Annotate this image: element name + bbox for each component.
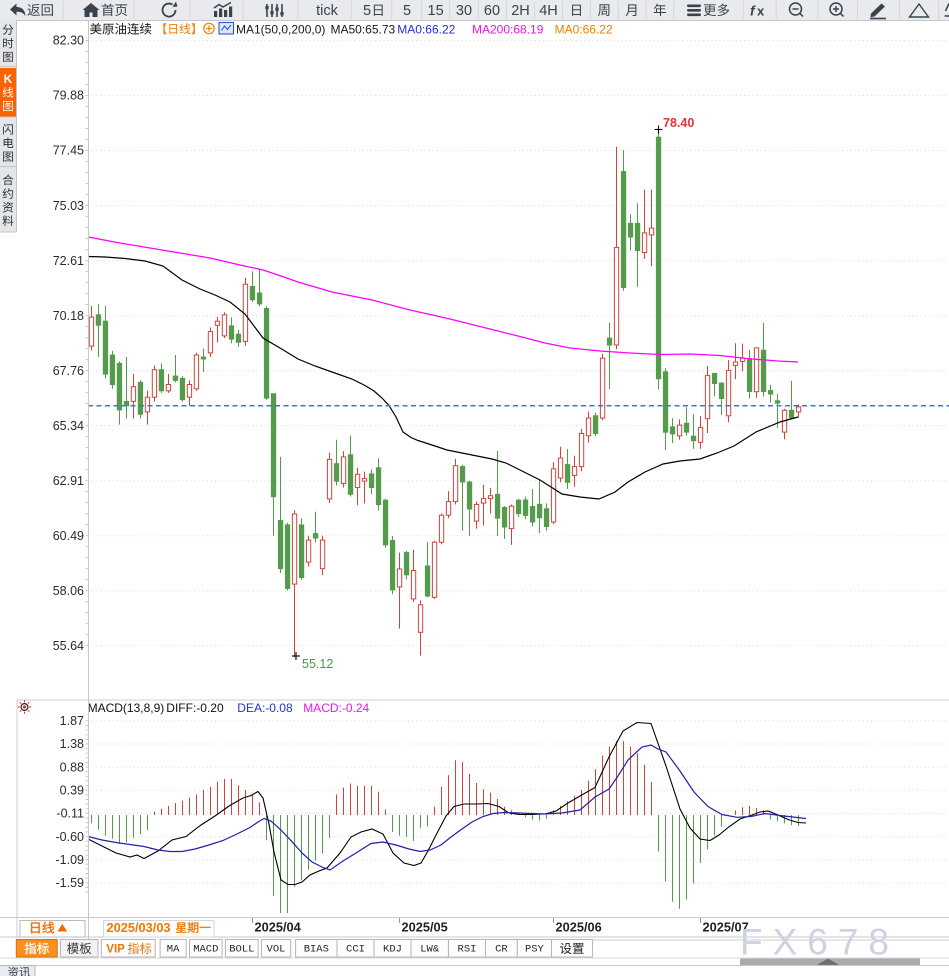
svg-text:CCI: CCI (346, 944, 365, 956)
svg-text:BIAS: BIAS (304, 944, 329, 956)
svg-text:CR: CR (495, 944, 508, 956)
svg-text:2H: 2H (511, 3, 530, 19)
svg-text:-0.60: -0.60 (56, 830, 85, 844)
svg-text:VIP: VIP (106, 944, 125, 956)
svg-text:15: 15 (428, 3, 444, 19)
svg-text:MA: MA (167, 944, 180, 956)
svg-text:MACD:-0.24: MACD:-0.24 (303, 701, 369, 715)
svg-text:MA200:68.19: MA200:68.19 (472, 23, 544, 37)
svg-text:79.88: 79.88 (53, 89, 84, 103)
svg-text:MACD: MACD (193, 944, 218, 956)
svg-text:MA0:66.22: MA0:66.22 (397, 23, 455, 37)
svg-text:55.12: 55.12 (302, 657, 333, 671)
svg-text:PSY: PSY (525, 944, 545, 956)
svg-text:2025/03/03: 2025/03/03 (107, 920, 171, 935)
svg-text:-1.59: -1.59 (56, 876, 85, 890)
svg-text:4H: 4H (539, 3, 558, 19)
svg-text:BOLL: BOLL (229, 944, 254, 956)
svg-text:78.40: 78.40 (663, 116, 694, 130)
svg-text:K: K (4, 72, 13, 86)
svg-text:5: 5 (363, 3, 371, 19)
svg-text:DEA:-0.08: DEA:-0.08 (237, 701, 293, 715)
svg-text:RSI: RSI (458, 944, 477, 956)
svg-text:2025/04: 2025/04 (255, 920, 302, 935)
svg-text:77.45: 77.45 (53, 144, 84, 158)
svg-text:MA0:66.22: MA0:66.22 (555, 23, 613, 37)
svg-text:1.87: 1.87 (60, 714, 84, 728)
svg-text:tick: tick (316, 3, 339, 19)
svg-text:VOL: VOL (267, 944, 286, 956)
svg-text:2025/05: 2025/05 (402, 920, 448, 935)
svg-text:62.91: 62.91 (53, 474, 84, 488)
svg-text:75.03: 75.03 (53, 199, 84, 213)
svg-text:KDJ: KDJ (383, 944, 402, 956)
svg-text:2025/06: 2025/06 (556, 920, 602, 935)
svg-text:MA1(50,0,200,0): MA1(50,0,200,0) (236, 23, 325, 37)
svg-text:MA50:65.73: MA50:65.73 (331, 23, 396, 37)
svg-text:LW&: LW& (420, 944, 440, 956)
svg-text:55.64: 55.64 (53, 639, 84, 653)
svg-text:65.34: 65.34 (53, 419, 84, 433)
svg-text:60.49: 60.49 (53, 529, 84, 543)
svg-text:0.88: 0.88 (60, 760, 84, 774)
svg-text:1.38: 1.38 (60, 737, 84, 751)
svg-text:72.61: 72.61 (53, 254, 84, 268)
svg-text:30: 30 (456, 3, 472, 19)
svg-text:70.18: 70.18 (53, 309, 84, 323)
svg-text:5: 5 (403, 3, 411, 19)
svg-text:MACD(13,8,9): MACD(13,8,9) (88, 701, 165, 715)
svg-text:-1.09: -1.09 (56, 853, 85, 867)
svg-text:DIFF:-0.20: DIFF:-0.20 (166, 701, 224, 715)
svg-text:58.06: 58.06 (53, 584, 84, 598)
svg-text:FX678: FX678 (740, 922, 899, 963)
svg-text:f: f (750, 3, 756, 19)
svg-text:x: x (757, 4, 765, 19)
svg-text:60: 60 (484, 3, 500, 19)
svg-text:0.39: 0.39 (60, 784, 84, 798)
svg-text:2025/07: 2025/07 (703, 920, 749, 935)
svg-text:-0.11: -0.11 (56, 807, 84, 821)
svg-text:67.76: 67.76 (53, 364, 84, 378)
svg-text:82.30: 82.30 (53, 34, 84, 48)
